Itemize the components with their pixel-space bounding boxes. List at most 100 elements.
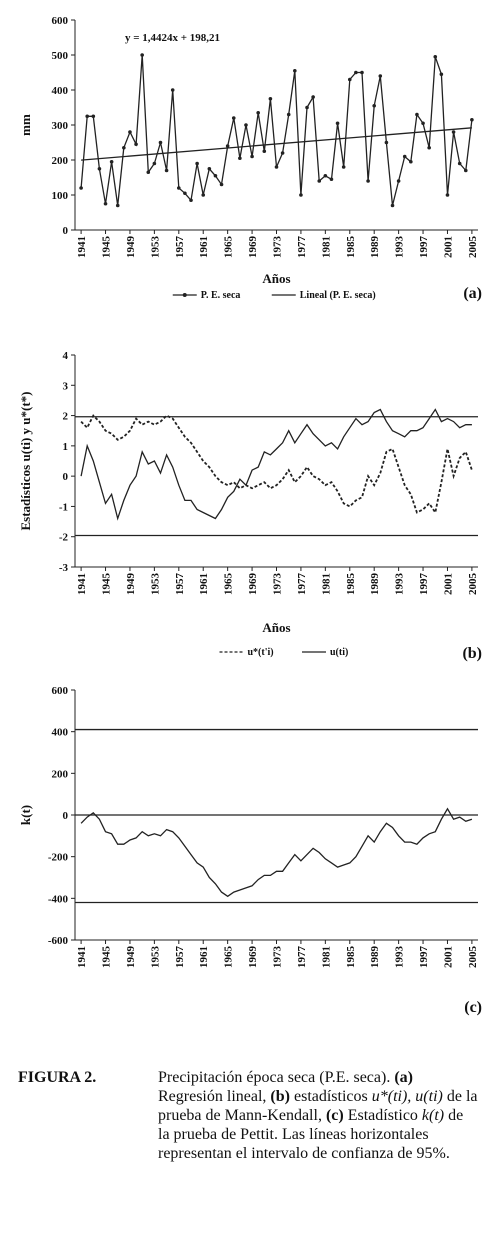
- point: [146, 170, 151, 175]
- point: [384, 140, 389, 145]
- point: [409, 159, 413, 164]
- point: [91, 114, 96, 119]
- x-tick-label: 1969: [247, 946, 259, 969]
- y-tick-label: 500: [52, 50, 69, 62]
- x-tick-label: 1985: [345, 236, 357, 259]
- point: [360, 70, 364, 75]
- x-tick-label: 1969: [247, 573, 259, 596]
- y-tick-label: 4: [63, 350, 69, 362]
- caption-part: Regresión lineal,: [158, 1088, 271, 1105]
- x-tick-label: 1973: [272, 236, 284, 259]
- legend-label: P. E. seca: [201, 290, 241, 301]
- point: [244, 123, 248, 127]
- point: [421, 121, 425, 126]
- point: [164, 168, 169, 173]
- y-tick-label: -3: [59, 562, 69, 574]
- x-tick-label: 1941: [76, 573, 88, 595]
- point: [250, 154, 254, 159]
- x-tick-label: 1949: [125, 946, 137, 969]
- point: [238, 156, 242, 161]
- point: [372, 103, 376, 108]
- point: [286, 112, 291, 117]
- point: [299, 193, 303, 197]
- point: [378, 74, 383, 78]
- y-axis-label: mm: [18, 114, 33, 136]
- point: [109, 159, 114, 164]
- y-tick-label: -1: [59, 501, 68, 513]
- caption-part: de la prueba de Mann-Kendall,: [158, 1088, 478, 1124]
- y-tick-label: -600: [48, 935, 69, 947]
- x-axis-label: Años: [262, 620, 290, 635]
- point: [280, 151, 285, 155]
- x-tick-label: 1973: [272, 946, 284, 969]
- x-tick-label: 1977: [296, 946, 308, 969]
- point: [195, 161, 199, 166]
- x-tick-label: 1977: [296, 236, 308, 259]
- caption-part: k(t): [421, 1107, 445, 1124]
- y-tick-label: 400: [52, 727, 69, 739]
- y-tick-label: 600: [52, 15, 69, 27]
- x-tick-label: 2005: [467, 946, 479, 969]
- point: [463, 168, 468, 173]
- series-line: [80, 414, 473, 515]
- point: [79, 186, 83, 190]
- point: [158, 140, 163, 145]
- x-tick-label: 1969: [247, 236, 259, 259]
- point: [231, 116, 236, 120]
- x-axis-label: Años: [262, 271, 290, 286]
- x-tick-label: 2005: [467, 236, 479, 259]
- x-tick-label: 1997: [418, 236, 430, 259]
- point: [445, 193, 450, 197]
- y-tick-label: -400: [48, 893, 69, 905]
- x-tick-label: 1989: [369, 946, 381, 969]
- point: [177, 186, 181, 190]
- point: [396, 179, 401, 183]
- point: [274, 165, 279, 169]
- x-tick-label: 1985: [345, 573, 357, 596]
- point: [433, 54, 438, 59]
- x-tick-label: 1993: [394, 236, 406, 259]
- point: [439, 72, 444, 77]
- caption-part: Estadístico: [343, 1107, 422, 1124]
- legend-label: u(ti): [330, 647, 348, 658]
- x-tick-label: 1981: [320, 573, 332, 595]
- x-tick-label: 1961: [198, 946, 210, 968]
- point: [103, 201, 108, 206]
- y-tick-label: 0: [63, 810, 69, 822]
- x-tick-label: 1989: [369, 236, 381, 259]
- point: [262, 149, 267, 154]
- point: [347, 77, 352, 82]
- x-tick-label: 2001: [442, 236, 454, 258]
- y-tick-label: 0: [63, 225, 69, 237]
- x-tick-label: 1989: [369, 573, 381, 596]
- point: [207, 166, 212, 171]
- x-tick-label: 1953: [149, 946, 161, 969]
- y-tick-label: -2: [59, 532, 69, 544]
- point: [115, 203, 120, 208]
- panel-label: (a): [463, 285, 482, 302]
- y-tick-label: 300: [52, 120, 69, 132]
- x-tick-label: 2005: [467, 573, 479, 596]
- y-tick-label: 1: [63, 441, 69, 453]
- point: [311, 95, 315, 99]
- caption-part: (b): [270, 1088, 290, 1105]
- series-line: [80, 408, 472, 521]
- annotation: y = 1,4424x + 198,21: [125, 32, 220, 44]
- x-tick-label: 1993: [394, 946, 406, 969]
- caption-label: FIGURA 2.: [18, 1069, 97, 1086]
- x-tick-label: 1957: [174, 573, 186, 596]
- x-tick-label: 1997: [418, 946, 430, 969]
- point: [427, 145, 431, 150]
- x-tick-label: 1957: [174, 946, 186, 969]
- y-tick-label: 100: [52, 190, 69, 202]
- point: [201, 193, 206, 197]
- point: [256, 110, 260, 115]
- point: [451, 130, 456, 134]
- x-tick-label: 1945: [101, 573, 113, 596]
- x-tick-label: 1953: [149, 573, 161, 596]
- point: [341, 165, 346, 169]
- point: [268, 96, 273, 101]
- point: [225, 144, 230, 148]
- point: [366, 179, 370, 183]
